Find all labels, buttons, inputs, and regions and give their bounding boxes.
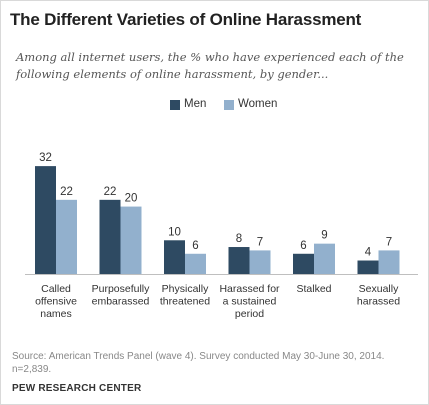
data-label-women-3: 7 [257, 236, 263, 248]
bar-men-3 [228, 247, 250, 274]
data-label-women-5: 7 [386, 236, 392, 248]
legend-label-men: Men [184, 98, 207, 110]
category-label-3: Harassed for a sustained period [219, 283, 280, 320]
data-label-women-1: 20 [125, 193, 138, 205]
legend-swatch-men [170, 100, 180, 110]
chart-subtitle: Among all internet users, the % who have… [16, 50, 404, 81]
category-label-4: Stalked [296, 283, 331, 295]
bar-men-0 [35, 166, 56, 274]
bar-women-2 [185, 253, 206, 274]
source-note: Source: American Trends Panel (wave 4). … [12, 351, 385, 375]
bar-men-5 [357, 260, 379, 274]
bar-women-5 [378, 250, 400, 274]
category-label-0: Called offensive names [35, 283, 77, 320]
data-label-women-0: 22 [60, 186, 73, 198]
data-label-men-0: 32 [39, 152, 52, 164]
data-label-men-3: 8 [236, 233, 242, 245]
data-label-men-4: 6 [300, 240, 306, 252]
category-label-1: Purposefully embarassed [92, 283, 151, 308]
bar-women-0 [56, 199, 77, 274]
chart-title: The Different Varieties of Online Harass… [10, 10, 362, 29]
data-label-men-5: 4 [365, 247, 372, 259]
legend-label-women: Women [238, 98, 278, 110]
bar-men-2 [164, 240, 185, 274]
bar-chart: 32 22 Called offensive names 22 20 Purposefully… [25, 152, 418, 320]
data-label-men-2: 10 [168, 226, 181, 238]
legend: Men Women [0, 97, 429, 113]
brand-label: PEW RESEARCH CENTER [12, 383, 142, 394]
legend-swatch-women [224, 100, 234, 110]
data-label-women-4: 9 [321, 230, 327, 242]
bar-women-1 [120, 206, 142, 274]
data-label-men-1: 22 [104, 186, 117, 198]
category-label-2: Physically threatened [160, 283, 210, 308]
bar-women-3 [249, 250, 271, 274]
data-label-women-2: 6 [192, 240, 198, 252]
bar-women-4 [314, 243, 335, 274]
category-label-5: Sexually harassed [357, 283, 400, 308]
bar-men-1 [99, 199, 121, 274]
bar-men-4 [293, 253, 314, 274]
